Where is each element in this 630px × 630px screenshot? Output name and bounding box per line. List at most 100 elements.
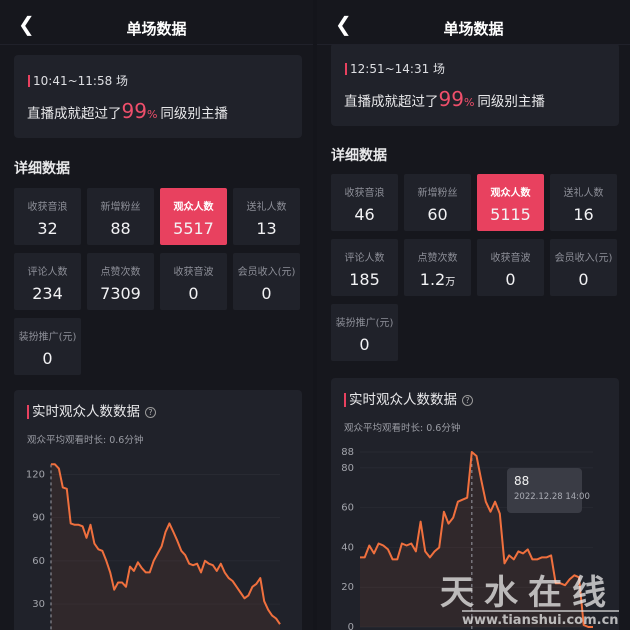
metric-card[interactable]: 观众人数 5115 [477,174,544,231]
y-tick-label: 60 [341,503,354,514]
metric-value: 5517 [160,219,227,238]
metric-label: 收获音浪 [27,202,68,213]
summary-card: 12:51~14:31 场 直播成就超过了99% 同级别主播 [331,43,619,126]
metric-value: 13 [233,219,300,238]
metric-card[interactable]: 送礼人数 16 [550,174,617,231]
metric-card[interactable]: 新增粉丝 60 [404,174,471,231]
question-circle-icon[interactable]: ? [145,406,156,418]
watermark-logo: 天水在线 [440,573,616,613]
metric-value: 234 [14,284,81,303]
header: ❮ 单场数据 [0,0,313,45]
metric-card[interactable]: 收获音波 0 [477,239,544,296]
metric-card[interactable]: 观众人数 5517 [160,188,227,245]
metric-value: 60 [404,205,471,224]
metric-value: 0 [477,270,544,289]
y-tick-label: 60 [32,556,45,567]
metric-card[interactable]: 会员收入(元) 0 [233,253,300,310]
chart-subtitle: 观众平均观看时长: 0.6分钟 [27,435,144,446]
metric-value: 88 [87,219,154,238]
metric-label: 收获音浪 [344,188,385,199]
page-title: 单场数据 [443,20,504,38]
metric-card[interactable]: 送礼人数 13 [233,188,300,245]
metric-number: 0 [42,349,53,368]
metric-value: 7309 [87,284,154,303]
metric-number: 0 [505,270,516,289]
left-screen: ❮ 单场数据 10:41~11:58 场 直播成就超过了99% 同级别主播 详细数… [0,0,313,630]
metric-card[interactable]: 收获音波 0 [160,253,227,310]
metric-label: 新增粉丝 [100,202,141,213]
metric-card[interactable]: 评论人数 234 [14,253,81,310]
percent-sign: % [463,96,475,109]
metric-number: 60 [427,205,448,224]
metric-label: 收获音波 [490,253,531,264]
metric-card[interactable]: 装扮推广(元) 0 [331,304,398,361]
metric-value: 0 [160,284,227,303]
tooltip-value: 88 [514,474,530,488]
metric-value: 0 [14,349,81,368]
metric-value: 0 [550,270,617,289]
achievement-suffix: 同级别主播 [160,106,228,122]
chevron-left-icon[interactable]: ❮ [18,12,35,36]
achievement-suffix: 同级别主播 [477,94,545,110]
y-tick-label: 88 [341,447,354,458]
metric-number: 0 [578,270,589,289]
metric-number: 0 [359,335,370,354]
metric-card[interactable]: 评论人数 185 [331,239,398,296]
y-tick-label: 30 [32,599,45,610]
metric-number: 185 [349,270,380,289]
metric-label: 点赞次数 [417,253,458,264]
chart-title-text: 实时观众人数数据 [349,392,457,408]
right-screen: ❮ 单场数据 12:51~14:31 场 直播成就超过了99% 同级别主播 详细数… [317,0,630,630]
chart-title: 实时观众人数数据? [27,405,156,419]
metric-label: 会员收入(元) [554,253,613,264]
chevron-left-icon[interactable]: ❮ [335,12,352,36]
question-circle-icon[interactable]: ? [462,394,473,406]
metric-number: 5115 [490,205,531,224]
line-chart: 0 20 40 60 80 88 [341,447,593,630]
achievement-text: 直播成就超过了99% 同级别主播 [27,99,228,123]
metric-card[interactable]: 会员收入(元) 0 [550,239,617,296]
chart-tooltip: 88 2022.12.28 14:00 [507,468,590,513]
metric-card[interactable]: 装扮推广(元) 0 [14,318,81,375]
y-tick-label: 80 [341,463,354,474]
metric-number: 7309 [100,284,141,303]
metric-value: 0 [233,284,300,303]
metric-card[interactable]: 收获音浪 46 [331,174,398,231]
section-title: 详细数据 [14,161,70,177]
viewers-series-line[interactable] [51,463,281,625]
metric-label: 评论人数 [27,267,68,278]
metric-value: 46 [331,205,398,224]
achievement-prefix: 直播成就超过了 [344,94,439,110]
metric-number: 16 [573,205,594,224]
metric-value: 185 [331,270,398,289]
y-tick-label: 120 [26,469,45,480]
metric-number: 1.2 [419,270,446,289]
metric-number: 32 [37,219,58,238]
metric-label: 观众人数 [173,202,214,213]
realtime-viewers-chart: 实时观众人数数据? 观众平均观看时长: 0.6分钟 30 60 90 120 [14,390,302,630]
line-chart: 30 60 90 120 [26,463,281,630]
y-tick-label: 40 [341,542,354,553]
metric-number: 234 [32,284,63,303]
metric-label: 装扮推广(元) [335,318,394,329]
achievement-percent: 99 [121,99,147,123]
metric-value: 32 [14,219,81,238]
metric-card[interactable]: 点赞次数 1.2万 [404,239,471,296]
metric-label: 评论人数 [344,253,385,264]
metric-unit: 万 [445,277,456,288]
metric-number: 5517 [173,219,214,238]
header: ❮ 单场数据 [317,0,630,45]
y-tick-label: 0 [348,622,354,630]
metric-number: 88 [110,219,131,238]
metric-label: 装扮推广(元) [18,332,77,343]
session-time: 10:41~11:58 场 [28,75,128,87]
metric-card[interactable]: 点赞次数 7309 [87,253,154,310]
viewers-series-line[interactable] [360,451,593,628]
page-title: 单场数据 [126,20,187,38]
tooltip-time: 2022.12.28 14:00 [514,492,590,502]
metric-value: 1.2万 [404,270,471,289]
metric-card[interactable]: 新增粉丝 88 [87,188,154,245]
metric-value: 0 [331,335,398,354]
session-time: 12:51~14:31 场 [345,63,445,75]
metric-card[interactable]: 收获音浪 32 [14,188,81,245]
